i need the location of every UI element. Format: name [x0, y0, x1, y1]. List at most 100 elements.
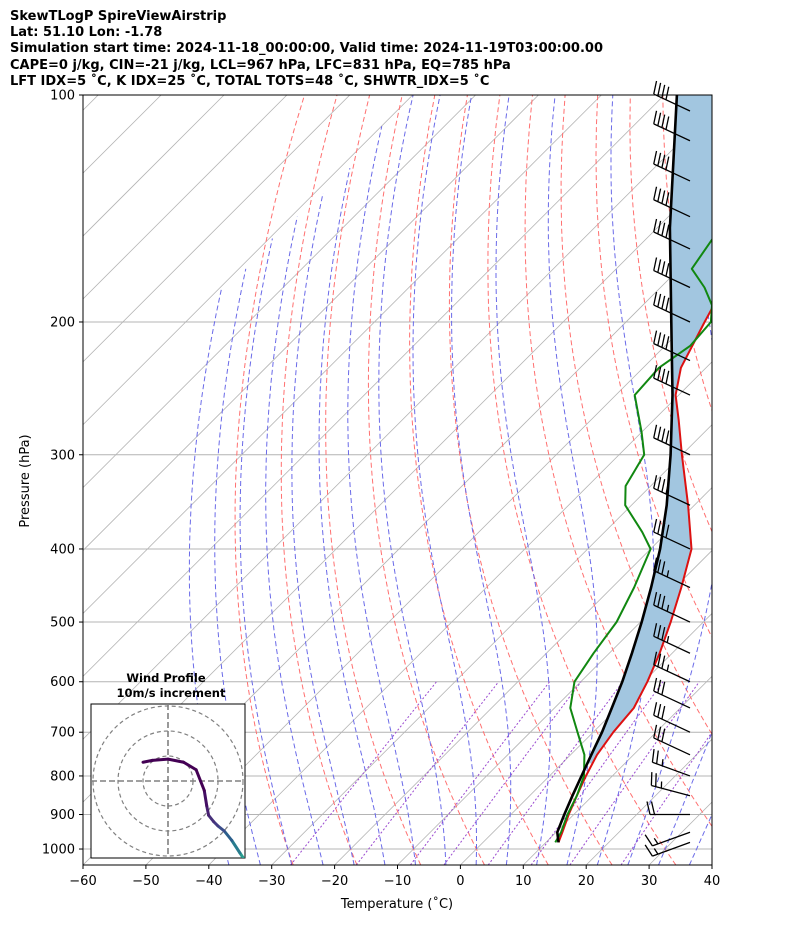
wind-barb-staff: [653, 437, 691, 456]
wind-barb-staff: [653, 163, 691, 182]
wind-barb: [644, 831, 691, 847]
wind-barb-flag: [661, 595, 666, 610]
wind-barb-staff: [653, 231, 691, 250]
wind-barb: [653, 186, 691, 218]
wind-barb-half-flag: [666, 570, 670, 578]
dry-adiabat-line: [487, 95, 677, 865]
wind-barb-flag: [661, 681, 666, 695]
wind-barb-flag: [650, 801, 656, 815]
wind-barb-flag: [657, 520, 662, 535]
wind-barb-flag: [661, 626, 666, 641]
cape-fill: [587, 95, 712, 764]
moist-adiabat-line: [547, 95, 598, 865]
hodograph-subtitle: 10m/s increment: [117, 686, 226, 700]
moist-adiabat-line: [658, 730, 712, 865]
x-tick-label: 30: [641, 874, 658, 889]
isotherm-line: [523, 675, 712, 865]
moist-adiabat-line: [318, 167, 386, 865]
moist-adiabat-line: [596, 95, 655, 865]
wind-barb-flag: [653, 364, 658, 379]
wind-barb-flag: [665, 224, 670, 238]
isotherm-line: [83, 95, 225, 237]
wind-barb-staff: [653, 604, 691, 623]
mixing-ratio-line: [530, 681, 664, 865]
mixing-ratio-line: [409, 681, 550, 865]
moist-adiabat-line: [627, 95, 712, 865]
dry-adiabat-line: [595, 95, 712, 639]
wind-barb-flag: [653, 291, 658, 306]
wind-barb: [653, 424, 691, 456]
wind-barb-flag: [661, 728, 666, 742]
isotherm-line: [83, 95, 413, 426]
wind-barb: [653, 218, 691, 250]
wind-barbs: [644, 80, 691, 857]
hodograph-trace: [141, 757, 245, 858]
y-tick-label: 300: [50, 448, 75, 463]
wind-barb-half-flag: [653, 837, 659, 845]
moist-adiabat-line: [451, 95, 512, 865]
hodograph-rings: [91, 704, 245, 858]
moist-adiabat-line: [347, 126, 416, 865]
x-tick-label: −50: [132, 874, 159, 889]
wind-barb: [653, 150, 691, 182]
wind-barb: [653, 651, 691, 683]
wind-barb: [644, 841, 691, 857]
wind-barb: [650, 772, 691, 797]
wind-barb-flag: [657, 112, 662, 126]
wind-barb-flag: [661, 478, 666, 493]
mixing-ratio-line: [290, 681, 437, 865]
wind-barb-flag: [661, 334, 666, 348]
wind-barb: [653, 702, 691, 733]
wind-barb-flag: [653, 518, 658, 533]
wind-barb-staff: [653, 269, 691, 289]
wind-barb-staff: [652, 761, 691, 777]
hodograph-segment: [150, 757, 170, 762]
isotherm-line: [775, 95, 794, 865]
wind-barb-flag: [653, 623, 658, 637]
wind-barb-staff: [653, 93, 691, 112]
wind-barb-flag: [661, 154, 666, 168]
wind-barb-flag: [653, 257, 658, 271]
wind-barb-flag: [661, 368, 666, 383]
title-line-1: SkewTLogP SpireViewAirstrip: [10, 9, 227, 24]
title-line-5: LFT IDX=5 ˚C, K IDX=25 ˚C, TOTAL TOTS=48…: [10, 74, 490, 89]
y-tick-label: 1000: [42, 843, 75, 858]
dry-adiabat-line: [409, 95, 549, 865]
y-tick-label: 900: [50, 808, 75, 823]
wind-barb-flag: [651, 748, 655, 763]
wind-barb-flag: [657, 593, 662, 608]
wind-barb-flag: [661, 295, 666, 310]
x-tick-label: −40: [195, 874, 222, 889]
wind-barb-staff: [653, 377, 691, 396]
wind-barb-flag: [657, 293, 662, 308]
title-line-3: Simulation start time: 2024-11-18_00:00:…: [10, 41, 603, 56]
wind-barb-flag: [653, 651, 658, 665]
wind-barb-flag: [653, 186, 658, 200]
hodograph-segment: [238, 851, 245, 858]
y-tick-label: 500: [50, 616, 75, 631]
isotherm-line: [83, 95, 602, 614]
isotherm-line: [83, 95, 288, 300]
title-line-2: Lat: 51.10 Lon: -1.78: [10, 25, 163, 40]
moist-adiabat-line: [239, 238, 293, 865]
wind-barb-staff: [653, 570, 691, 589]
hodograph-segment: [222, 829, 234, 842]
y-tick-label: 800: [50, 769, 75, 784]
dry-adiabat-line: [761, 95, 794, 865]
wind-barb-flag: [657, 625, 662, 639]
wind-barb-flag: [665, 430, 670, 444]
wind-barb: [653, 591, 691, 623]
x-tick-label: −60: [69, 874, 96, 889]
y-tick-label: 700: [50, 726, 75, 741]
mixing-ratio-line: [487, 681, 624, 865]
wind-barb-flag: [661, 114, 666, 128]
isotherm-line: [271, 424, 712, 865]
wind-barb-flag: [661, 561, 666, 575]
wind-barb-half-flag: [661, 759, 664, 766]
wind-barb-flag: [665, 480, 670, 495]
wind-barb-flag: [661, 222, 666, 236]
wind-barb-flag: [661, 522, 666, 537]
wind-barb-half-flag: [666, 604, 670, 612]
x-tick-label: 0: [456, 874, 464, 889]
